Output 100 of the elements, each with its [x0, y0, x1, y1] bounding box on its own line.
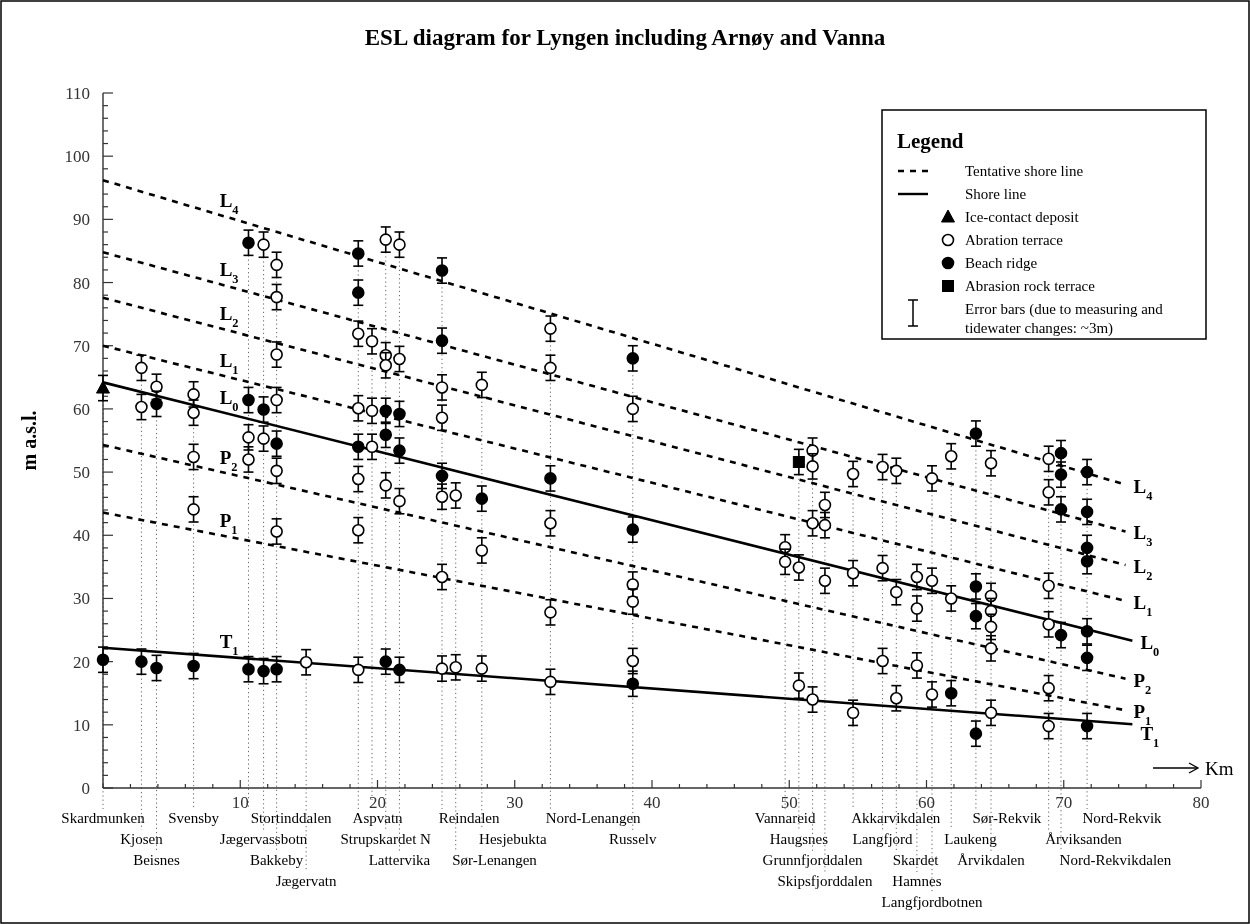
ref-line-label: Jægervassbotn: [219, 831, 308, 847]
y-tick-label: 40: [73, 526, 90, 546]
point: [435, 334, 449, 347]
point: [379, 428, 393, 442]
y-tick-label: 30: [73, 589, 90, 609]
point: [150, 661, 163, 675]
point: [544, 472, 557, 485]
point: [1080, 465, 1094, 479]
text: L$_{2}$: [1133, 555, 1153, 583]
ref-line-label: Langfjordbotnen: [881, 894, 983, 910]
point: [1054, 503, 1068, 516]
y-tick-label: 90: [73, 210, 90, 230]
ref-line-label: Sør-Rekvik: [972, 810, 1042, 826]
y-tick-label: 60: [73, 399, 90, 419]
point: [351, 247, 365, 260]
point: [257, 664, 270, 678]
x-tick-label: 30: [506, 793, 524, 812]
point: [393, 444, 406, 457]
point: [1054, 446, 1068, 460]
point: [242, 393, 255, 407]
series-label: L$_{0}$: [219, 386, 239, 414]
ref-line-label: Grunnfjorddalen: [762, 852, 864, 868]
ref-line-label: Svensby: [168, 810, 220, 826]
chart-title: ESL diagram for Lyngen including Arnøy and Vanna: [364, 25, 886, 50]
point: [257, 403, 270, 416]
ref-line-label: Lattervika: [368, 852, 431, 868]
ref-line-label: Strupskardet N: [340, 831, 432, 847]
ref-line-label: Årvikdalen: [957, 852, 1026, 868]
series-label: P$_{2}$: [219, 446, 238, 474]
y-tick-label: 70: [73, 336, 90, 356]
point: [435, 469, 449, 483]
point: [242, 236, 255, 250]
annotation: Tentative shore line: [965, 163, 1084, 179]
x-tick-label: 60: [918, 793, 935, 812]
point: [475, 492, 489, 505]
ref-line-label: Vannareid: [754, 810, 817, 826]
ref-line-label: Nord-Lenangen: [545, 810, 642, 826]
ref-line-label: Nord-Rekvik: [1082, 810, 1163, 826]
ref-line-label: Akkarvikdalen: [851, 810, 941, 826]
x-tick-label: 40: [643, 793, 661, 812]
point: [1080, 625, 1094, 638]
series-label: L$_{4}$: [219, 189, 239, 217]
point: [393, 407, 406, 421]
y-tick-label: 50: [73, 463, 90, 483]
point: [1080, 651, 1094, 665]
point: [626, 523, 640, 536]
x-tick-label: 70: [1055, 793, 1073, 812]
ref-line-label: Russelv: [609, 831, 658, 847]
text: L$_{0}$: [1140, 631, 1160, 659]
point: [242, 662, 255, 676]
point: [969, 609, 983, 623]
point: [1080, 554, 1094, 568]
x-axis-title: Km: [1205, 758, 1234, 779]
x-tick-label: 10: [231, 793, 249, 812]
point: [626, 352, 640, 365]
ref-line-label: Beisnes: [133, 852, 181, 868]
point: [969, 580, 983, 593]
y-tick-label: 80: [73, 273, 90, 293]
point: [1054, 468, 1068, 481]
ref-line-label: Aspvatn: [352, 810, 404, 826]
series-label: L$_{2}$: [219, 303, 239, 331]
ref-line-label: Bakkeby: [249, 852, 304, 868]
point: [351, 286, 365, 299]
legend-label: Abration terrace: [965, 232, 1064, 248]
ref-line-label: Kjosen: [120, 831, 164, 847]
ref-line-label: Skardmunken: [61, 810, 146, 826]
text: P$_{2}$: [1133, 669, 1152, 697]
point: [379, 404, 393, 418]
point: [1080, 505, 1094, 519]
point: [150, 397, 163, 411]
point: [96, 380, 110, 394]
point: [969, 427, 983, 440]
ref-line-label: Skipsfjorddalen: [777, 873, 873, 889]
series-label: L$_{3}$: [219, 259, 239, 287]
annotation: Error bars (due to measuring and tidewater changes: ~3m): [965, 301, 1164, 337]
series-label: P$_{1}$: [219, 510, 238, 538]
point: [270, 437, 283, 450]
point: [1054, 628, 1068, 642]
point: [1080, 719, 1094, 733]
annotation: Shore line: [965, 186, 1027, 202]
ref-line-label: Laukeng: [944, 831, 998, 847]
point: [135, 655, 148, 668]
x-tick-label: 80: [1192, 793, 1210, 812]
text: L$_{4}$: [1133, 475, 1153, 503]
point: [187, 659, 200, 673]
y-tick-label: 20: [73, 652, 90, 672]
ref-line-label: Stortinddalen: [250, 810, 333, 826]
ref-line-label: Jægervatn: [275, 873, 338, 889]
ref-line-label: Hamnes: [892, 873, 942, 889]
ref-line-label: Nord-Rekvikdalen: [1059, 852, 1172, 868]
point: [96, 653, 110, 667]
y-tick-label: 100: [64, 147, 90, 167]
series-label: L$_{1}$: [219, 349, 239, 377]
ref-line-label: Sør-Lenangen: [452, 852, 538, 868]
legend-label: Beach ridge: [965, 255, 1038, 271]
y-tick-label: 0: [81, 779, 90, 798]
point: [379, 655, 393, 668]
y-tick-label: 10: [73, 715, 90, 735]
ref-line-label: Skardet: [892, 852, 940, 868]
series-label: T$_{1}$: [219, 631, 239, 659]
